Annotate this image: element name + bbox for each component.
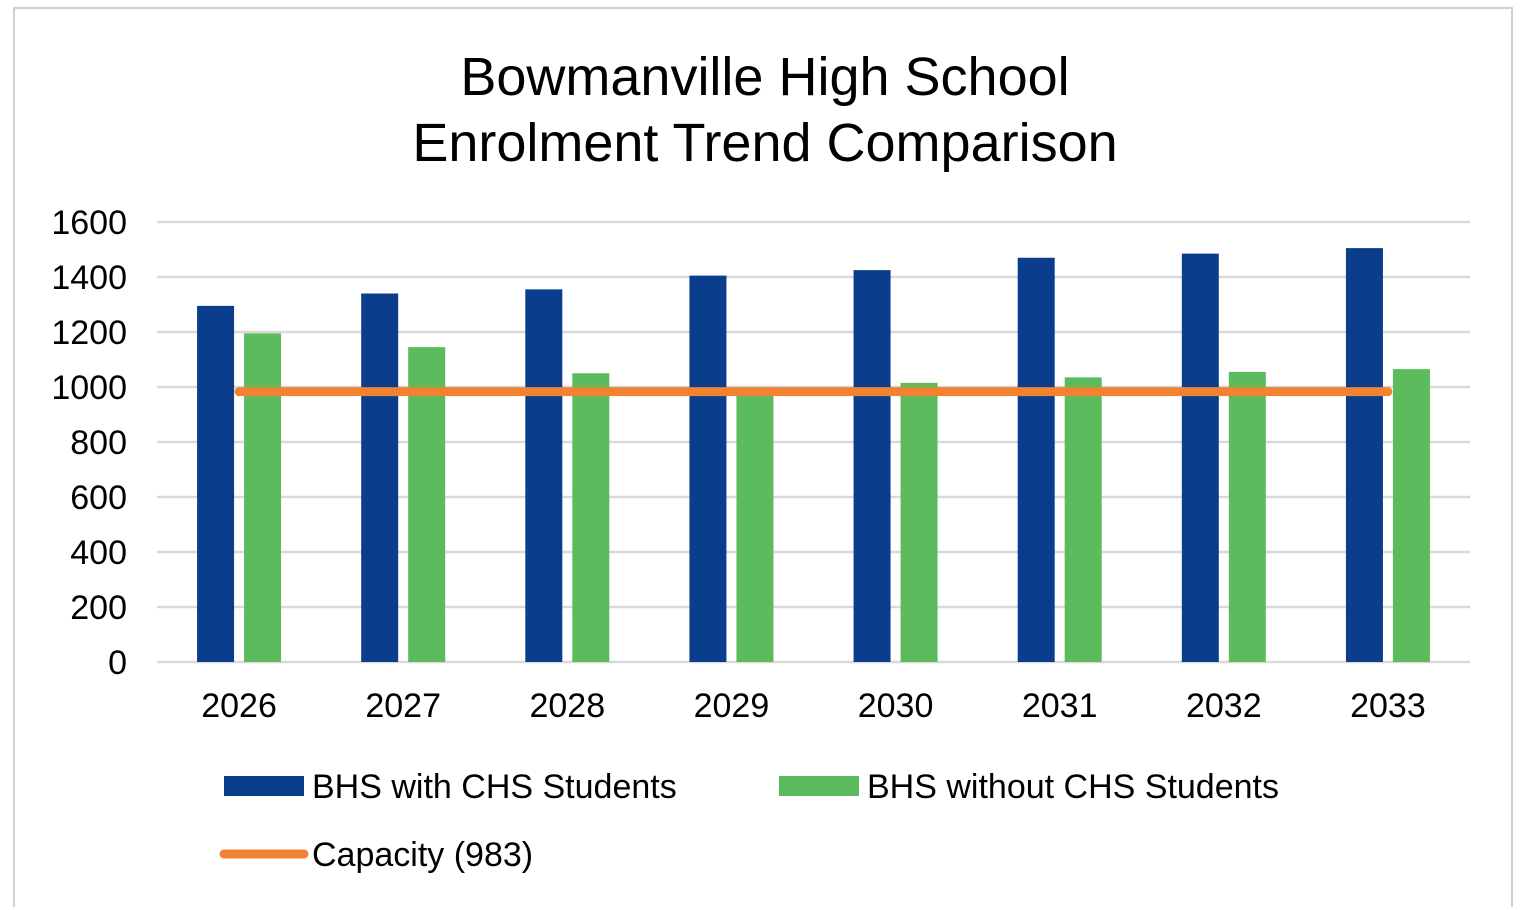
x-tick-label: 2031: [1022, 687, 1098, 725]
bar-bhs-without-chs-students-2026: [244, 333, 282, 662]
bar-bhs-without-chs-students-2027: [408, 347, 446, 662]
bar-bhs-without-chs-students-2032: [1228, 371, 1266, 662]
bar-bhs-without-chs-students-2029: [736, 391, 774, 662]
bar-bhs-without-chs-students-2030: [900, 382, 938, 662]
x-tick-label: 2026: [201, 687, 277, 725]
bar-bhs-with-chs-students-2027: [361, 293, 399, 662]
y-tick-label: 1400: [51, 259, 127, 297]
legend-swatch-bhs-without-chs-students: [779, 776, 859, 796]
bar-bhs-without-chs-students-2033: [1392, 369, 1430, 662]
chart-title: Bowmanville High School Enrolment Trend …: [412, 47, 1117, 173]
x-tick-label: 2033: [1350, 687, 1426, 725]
y-tick-label: 600: [70, 479, 127, 517]
x-tick-label: 2032: [1186, 687, 1262, 725]
x-tick-label: 2027: [365, 687, 441, 725]
y-tick-label: 400: [70, 534, 127, 572]
bar-bhs-with-chs-students-2028: [525, 289, 563, 662]
legend-label-capacity-983: Capacity (983): [312, 836, 533, 874]
y-tick-label: 1200: [51, 314, 127, 352]
bar-bhs-with-chs-students-2026: [197, 305, 235, 662]
x-tick-label: 2030: [858, 687, 934, 725]
bar-bhs-without-chs-students-2028: [572, 373, 610, 662]
chart-frame: Bowmanville High School Enrolment Trend …: [13, 7, 1513, 907]
legend-label-bhs-without-chs-students: BHS without CHS Students: [867, 768, 1279, 806]
bar-bhs-with-chs-students-2032: [1181, 253, 1219, 662]
legend: BHS with CHS Students BHS without CHS Stu…: [219, 768, 1279, 874]
x-axis-tick-labels: 2026 2027 2028 2029 2030 2031 2032 2033: [201, 687, 1426, 725]
bar-bhs-with-chs-students-2033: [1345, 248, 1383, 662]
x-tick-label: 2029: [694, 687, 770, 725]
y-tick-label: 1000: [51, 369, 127, 407]
bar-bhs-without-chs-students-2031: [1064, 377, 1102, 662]
y-axis-tick-labels: 0 200 400 600 800 1000 1200 1400 1600: [51, 204, 127, 682]
bar-bhs-with-chs-students-2031: [1017, 257, 1055, 662]
bars: [197, 248, 1430, 662]
y-tick-label: 800: [70, 424, 127, 462]
bar-bhs-with-chs-students-2030: [853, 270, 891, 662]
y-tick-label: 1600: [51, 204, 127, 242]
x-tick-label: 2028: [529, 687, 605, 725]
chart-title-line-1: Bowmanville High School: [460, 47, 1069, 107]
enrolment-chart: Bowmanville High School Enrolment Trend …: [51, 47, 1470, 874]
legend-label-bhs-with-chs-students: BHS with CHS Students: [312, 768, 677, 806]
legend-swatch-bhs-with-chs-students: [224, 776, 304, 796]
bar-bhs-with-chs-students-2029: [689, 275, 727, 662]
y-tick-label: 200: [70, 589, 127, 627]
y-tick-label: 0: [108, 644, 127, 682]
chart-title-line-2: Enrolment Trend Comparison: [412, 113, 1117, 173]
gridlines: [157, 220, 1470, 664]
